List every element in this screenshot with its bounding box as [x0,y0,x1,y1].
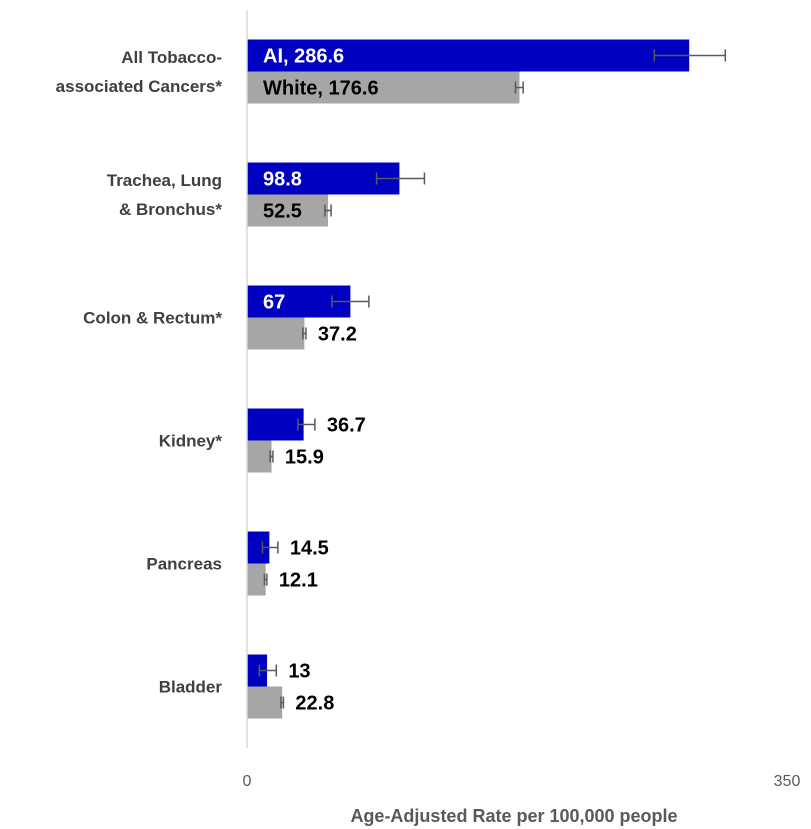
category-label-colon-rectum: Colon & Rectum* [83,309,222,328]
x-tick-label-0: 0 [243,773,252,790]
error-bar-ai-bladder [258,664,278,677]
value-label-ai-kidney: 36.7 [327,415,366,437]
bar-ai-kidney [247,408,304,441]
bar-ai-bladder [247,654,268,687]
category-label-trachea-lung-bronchus: Trachea, Lung & Bronchus* [107,171,223,219]
x-axis-title: Age-Adjusted Rate per 100,000 people [350,806,677,826]
error-bar-white-colon-rectum [302,327,307,340]
value-label-ai-pancreas: 14.5 [290,538,329,560]
bar-white-pancreas [247,563,266,596]
bar-white-trachea-lung-bronchus [247,194,328,227]
bar-ai-all-tobacco-associated-cancers [247,39,690,72]
value-label-ai-colon-rectum: 67 [263,292,285,314]
bar-white-colon-rectum [247,317,305,350]
error-bar-ai-pancreas [261,541,279,554]
error-bars-layer [258,49,727,709]
category-label-all-tobacco-associated-cancers: All Tobacco-associated Cancers* [56,48,223,96]
value-label-ai-all-tobacco-associated-cancers: AI, 286.6 [263,46,344,68]
category-label-kidney: Kidney* [159,432,223,451]
value-label-ai-trachea-lung-bronchus: 98.8 [263,169,302,191]
value-label-white-kidney: 15.9 [285,447,324,469]
value-label-ai-bladder: 13 [288,661,310,683]
bar-white-all-tobacco-associated-cancers [247,71,520,104]
error-bar-white-bladder [280,696,285,709]
error-bar-white-pancreas [263,573,268,586]
value-label-white-trachea-lung-bronchus: 52.5 [263,201,302,223]
value-label-white-colon-rectum: 37.2 [318,324,357,346]
error-bar-ai-all-tobacco-associated-cancers [653,49,727,62]
value-label-white-bladder: 22.8 [295,693,334,715]
error-bar-white-kidney [269,450,274,463]
category-label-pancreas: Pancreas [146,555,222,574]
bars-layer [247,39,690,719]
bar-white-bladder [247,686,283,719]
category-label-bladder: Bladder [159,678,223,697]
value-label-white-all-tobacco-associated-cancers: White, 176.6 [263,78,379,100]
error-bar-ai-trachea-lung-bronchus [375,172,426,185]
error-bar-white-all-tobacco-associated-cancers [514,81,524,94]
error-bar-white-trachea-lung-bronchus [324,204,332,217]
bar-white-kidney [247,440,272,473]
x-tick-label-350: 350 [774,773,801,790]
error-bar-ai-kidney [297,418,316,431]
category-labels-layer: All Tobacco-associated Cancers* Trachea, … [56,48,223,697]
bar-ai-pancreas [247,531,270,564]
bar-ai-trachea-lung-bronchus [247,162,400,195]
value-label-white-pancreas: 12.1 [279,570,318,592]
error-bar-ai-colon-rectum [331,295,370,308]
